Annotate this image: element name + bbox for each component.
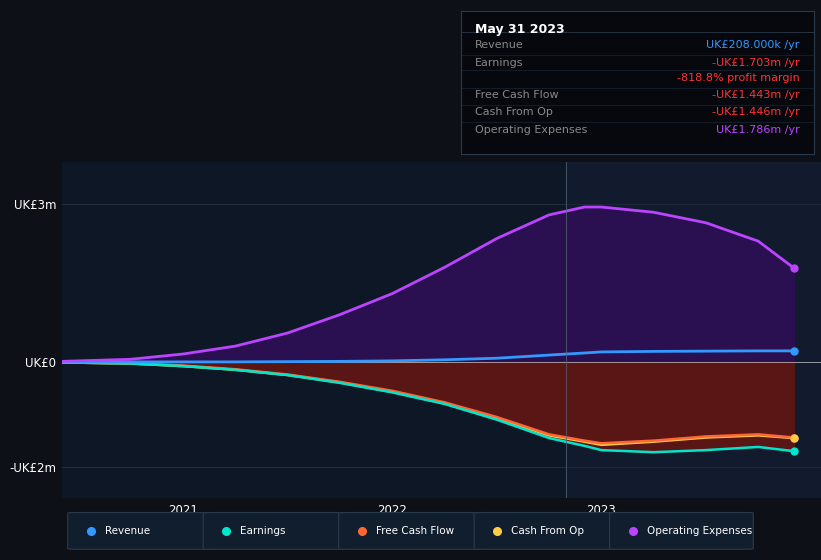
FancyBboxPatch shape — [338, 512, 482, 549]
FancyBboxPatch shape — [609, 512, 754, 549]
Text: Earnings: Earnings — [240, 526, 286, 536]
Text: May 31 2023: May 31 2023 — [475, 22, 564, 36]
FancyBboxPatch shape — [203, 512, 346, 549]
Text: Free Cash Flow: Free Cash Flow — [475, 90, 558, 100]
Text: Revenue: Revenue — [475, 40, 524, 50]
Text: Operating Expenses: Operating Expenses — [647, 526, 752, 536]
Text: Earnings: Earnings — [475, 58, 523, 68]
Bar — [566, 162, 821, 498]
Text: Cash From Op: Cash From Op — [475, 107, 553, 117]
Text: -818.8% profit margin: -818.8% profit margin — [677, 73, 800, 83]
Text: Free Cash Flow: Free Cash Flow — [376, 526, 454, 536]
FancyBboxPatch shape — [475, 512, 617, 549]
Text: UK£1.786m /yr: UK£1.786m /yr — [716, 125, 800, 135]
Text: -UK£1.703m /yr: -UK£1.703m /yr — [712, 58, 800, 68]
Text: -UK£1.446m /yr: -UK£1.446m /yr — [712, 107, 800, 117]
Text: Revenue: Revenue — [104, 526, 149, 536]
FancyBboxPatch shape — [67, 512, 212, 549]
Text: Cash From Op: Cash From Op — [511, 526, 584, 536]
Text: Operating Expenses: Operating Expenses — [475, 125, 587, 135]
Text: UK£208.000k /yr: UK£208.000k /yr — [706, 40, 800, 50]
Text: -UK£1.443m /yr: -UK£1.443m /yr — [712, 90, 800, 100]
